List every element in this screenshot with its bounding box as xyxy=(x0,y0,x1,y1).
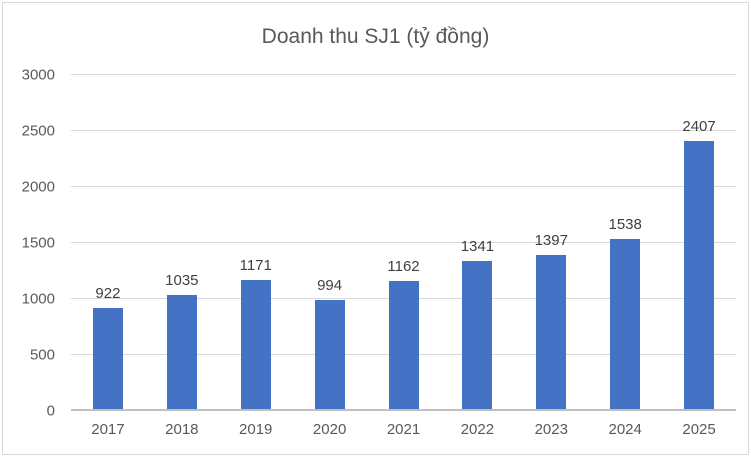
bar-slot: 1162 xyxy=(367,75,441,411)
bar-slot: 1538 xyxy=(588,75,662,411)
x-axis: 2017 2018 2019 2020 2021 2022 2023 2024 2025 xyxy=(71,421,736,443)
x-tick-label: 2018 xyxy=(165,421,199,438)
bar-slot: 922 xyxy=(71,75,145,411)
y-tick-label: 2500 xyxy=(21,122,55,140)
gridline xyxy=(71,130,736,131)
x-tick-label: 2022 xyxy=(460,421,495,438)
y-tick-label: 0 xyxy=(46,402,55,420)
bar-slot: 1035 xyxy=(145,75,219,411)
y-axis: 0 500 1000 1500 2000 2500 3000 xyxy=(3,67,63,420)
bar-slot: 1341 xyxy=(440,75,514,411)
bar xyxy=(92,307,123,411)
bar xyxy=(314,299,345,411)
bar xyxy=(462,260,493,411)
bar xyxy=(166,295,197,411)
x-tick-label: 2020 xyxy=(312,421,347,438)
bar xyxy=(536,254,567,411)
bar-value-label: 1171 xyxy=(239,256,272,274)
bar-value-label: 2407 xyxy=(682,118,716,136)
x-tick-label: 2024 xyxy=(608,421,642,438)
bar xyxy=(240,279,271,411)
x-tick-label: 2017 xyxy=(91,421,125,438)
bar-slot: 1171 xyxy=(219,75,293,411)
gridline xyxy=(71,74,736,75)
bar-slot: 1397 xyxy=(514,75,588,411)
plot-area: 922 1035 1171 994 1162 1341 1397 1538 2407 xyxy=(71,74,736,411)
bar xyxy=(684,141,715,411)
gridline xyxy=(71,186,736,187)
y-tick-label: 3000 xyxy=(21,66,55,84)
x-tick-label: 2021 xyxy=(386,421,421,438)
bar xyxy=(610,238,641,411)
x-axis-line xyxy=(71,409,736,411)
x-tick-label: 2025 xyxy=(682,421,716,438)
chart-title: Doanh thu SJ1 (tỷ đồng) xyxy=(261,25,490,48)
bar xyxy=(388,280,419,411)
gridline xyxy=(71,242,736,243)
bar-slot: 2407 xyxy=(662,75,736,411)
x-tick-label: 2019 xyxy=(239,421,273,438)
bar-slot: 994 xyxy=(293,75,367,411)
y-tick-label: 2000 xyxy=(21,178,55,196)
bar-value-label: 994 xyxy=(317,276,343,294)
bar-value-label: 1397 xyxy=(534,231,568,249)
bars-row: 922 1035 1171 994 1162 1341 1397 1538 2407 xyxy=(71,75,736,411)
y-tick-label: 1500 xyxy=(21,234,55,252)
y-tick-label: 500 xyxy=(29,346,55,364)
bar-value-label: 1341 xyxy=(460,237,495,255)
bar-value-label: 1538 xyxy=(608,215,642,233)
bar-value-label: 1035 xyxy=(165,272,199,290)
x-tick-label: 2023 xyxy=(534,421,568,438)
y-tick-label: 1000 xyxy=(21,290,55,308)
bar-value-label: 922 xyxy=(95,284,121,302)
bar-value-label: 1162 xyxy=(387,257,420,275)
